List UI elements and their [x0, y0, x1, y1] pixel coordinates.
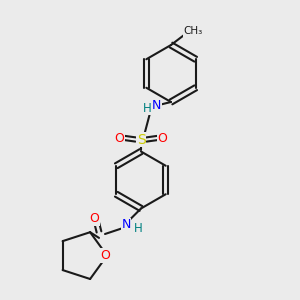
Text: O: O: [158, 131, 167, 145]
Text: H: H: [134, 222, 142, 236]
Text: O: O: [100, 249, 110, 262]
Text: CH₃: CH₃: [183, 26, 202, 36]
Text: H: H: [143, 101, 152, 115]
Text: S: S: [136, 133, 146, 146]
Text: N: N: [152, 99, 161, 112]
Text: O: O: [115, 131, 124, 145]
Text: N: N: [121, 218, 131, 232]
Text: O: O: [90, 212, 99, 226]
